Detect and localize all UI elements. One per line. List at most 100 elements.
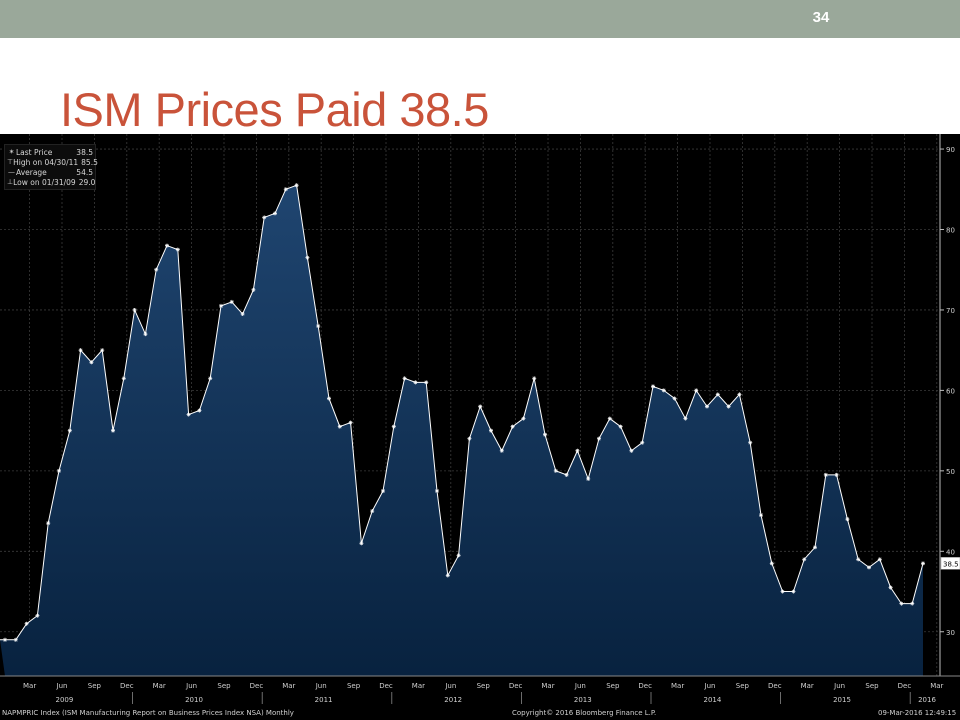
- x-tick-label: Mar: [23, 682, 36, 690]
- data-point: [391, 424, 396, 429]
- x-tick-label: Sep: [865, 682, 879, 690]
- data-point: [575, 448, 580, 453]
- data-point: [705, 404, 709, 409]
- data-point: [327, 396, 331, 401]
- data-point: [737, 392, 742, 397]
- slide-title: ISM Prices Paid 38.5: [60, 83, 489, 136]
- x-tick-label: Dec: [898, 682, 912, 690]
- data-point: [921, 561, 925, 566]
- data-point: [597, 436, 601, 441]
- data-point: [294, 183, 299, 188]
- data-point: [748, 440, 753, 445]
- data-point: [208, 376, 213, 381]
- y-tick-label: 70: [946, 307, 955, 315]
- slide-number: 34: [812, 9, 830, 26]
- low-marker-icon: ⊥: [7, 178, 14, 186]
- footer-source: NAPMPRIC Index (ISM Manufacturing Report…: [2, 709, 294, 717]
- data-point: [489, 428, 493, 433]
- data-point: [769, 561, 774, 566]
- y-tick-label: 30: [946, 629, 955, 637]
- x-tick-label: Mar: [801, 682, 814, 690]
- high-marker-icon: ⊤: [7, 158, 14, 166]
- x-tick-label: Jun: [574, 682, 586, 690]
- data-point: [683, 416, 688, 421]
- data-point: [337, 424, 342, 429]
- chart-panel: 30 40 50 60 70 80 90 Mar Jun Sep Dec Mar Jun Sep Dec Ma…: [0, 134, 960, 720]
- x-tick-label: Jun: [444, 682, 456, 690]
- x-tick-label: Dec: [379, 682, 393, 690]
- data-point: [715, 392, 720, 397]
- x-tick-label: Dec: [120, 682, 134, 690]
- data-point: [564, 472, 569, 477]
- data-point: [607, 416, 612, 421]
- chart-legend: ✶ Last Price 38.5 ⊤ High on 04/30/11 85.…: [4, 144, 98, 190]
- data-point: [3, 637, 7, 642]
- data-point: [640, 440, 645, 445]
- data-point: [521, 416, 526, 421]
- legend-value: 85.5: [81, 157, 98, 167]
- data-point: [273, 211, 277, 216]
- x-year-label: 2010: [185, 696, 203, 704]
- data-point: [413, 380, 418, 385]
- legend-value: 38.5: [76, 147, 93, 157]
- data-point: [435, 488, 439, 493]
- chart-footer: NAPMPRIC Index (ISM Manufacturing Report…: [0, 706, 960, 720]
- data-point: [240, 311, 245, 316]
- x-tick-label: Sep: [347, 682, 361, 690]
- data-point: [813, 545, 817, 550]
- data-point: [834, 472, 839, 477]
- x-tick-label: Mar: [153, 682, 166, 690]
- star-icon: ✶: [8, 148, 15, 156]
- x-tick-label: Dec: [768, 682, 782, 690]
- data-point: [586, 476, 591, 481]
- data-point: [305, 255, 310, 260]
- legend-value: 54.5: [76, 167, 93, 177]
- x-year-label: 2016: [918, 696, 936, 704]
- x-tick-label: Mar: [282, 682, 295, 690]
- legend-item-last-price: ✶ Last Price 38.5: [7, 147, 93, 157]
- data-point: [359, 541, 364, 546]
- y-tick-label: 60: [946, 387, 955, 395]
- data-point: [348, 420, 353, 425]
- data-point: [791, 589, 796, 594]
- data-point: [899, 601, 904, 606]
- price-chart: 30 40 50 60 70 80 90 Mar Jun Sep Dec Mar Jun Sep Dec Ma…: [0, 134, 960, 704]
- data-point: [154, 267, 159, 272]
- legend-item-average: — Average 54.5: [7, 167, 93, 177]
- x-tick-label: Sep: [736, 682, 750, 690]
- data-point: [867, 565, 871, 570]
- data-point: [262, 215, 267, 220]
- data-point: [132, 307, 137, 312]
- x-tick-label: Jun: [56, 682, 68, 690]
- data-point: [672, 396, 677, 401]
- y-tick-label: 50: [946, 468, 955, 476]
- legend-item-low: ⊥ Low on 01/31/09 29.0: [7, 177, 95, 187]
- x-tick-label: Mar: [671, 682, 684, 690]
- data-point: [13, 637, 18, 642]
- x-year-label: 2009: [55, 696, 73, 704]
- data-point: [467, 436, 472, 441]
- data-point: [802, 557, 807, 562]
- data-point: [553, 468, 558, 473]
- x-tick-label: Jun: [185, 682, 197, 690]
- data-point: [402, 376, 407, 381]
- data-point: [445, 573, 450, 578]
- legend-item-high: ⊤ High on 04/30/11 85.5: [7, 157, 98, 167]
- x-tick-label: Dec: [509, 682, 523, 690]
- data-point: [424, 380, 429, 385]
- y-tick-label: 80: [946, 226, 955, 234]
- data-point: [651, 384, 655, 389]
- data-point: [219, 303, 223, 308]
- y-tick-label: 90: [946, 146, 955, 154]
- slide-header-bar: 34: [0, 0, 960, 38]
- data-point: [499, 448, 504, 453]
- data-point: [910, 601, 915, 606]
- legend-label: Average: [16, 167, 47, 177]
- data-point: [121, 376, 126, 381]
- x-tick-label: Sep: [477, 682, 491, 690]
- x-tick-label: Sep: [217, 682, 231, 690]
- series-area: [0, 185, 923, 677]
- data-point: [24, 621, 29, 626]
- last-price-callout: 38.5: [940, 557, 960, 570]
- data-point: [845, 517, 850, 522]
